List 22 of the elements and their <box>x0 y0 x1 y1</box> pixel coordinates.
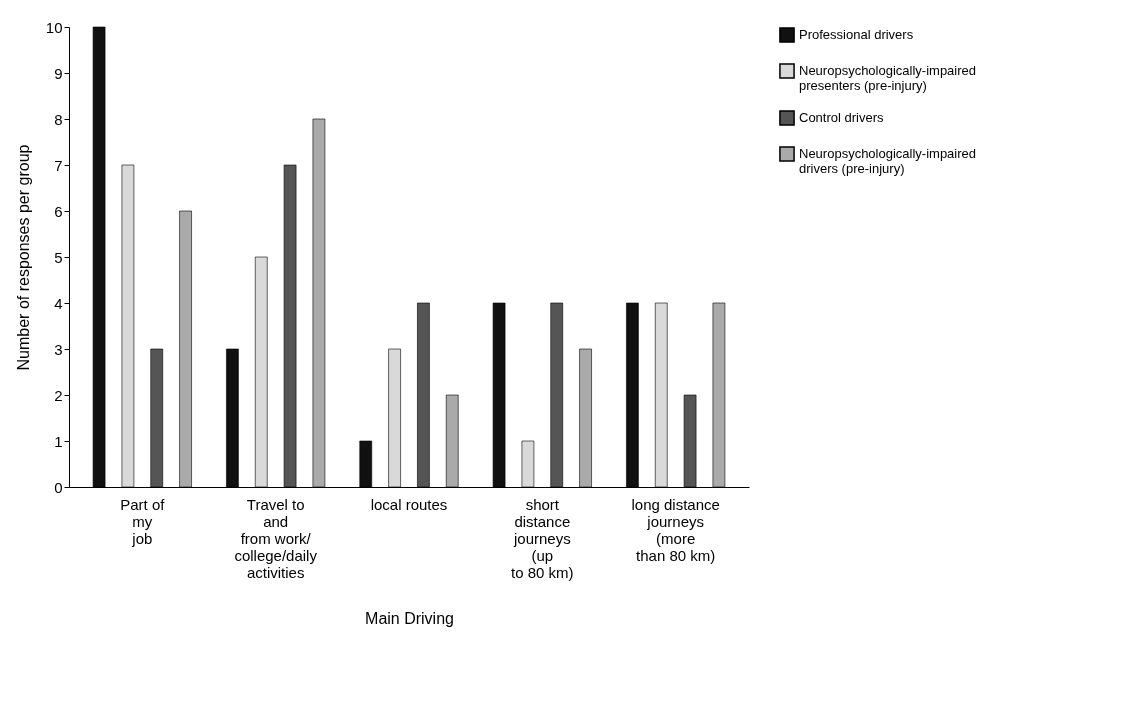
y-tick-label: 7 <box>54 156 63 174</box>
x-tick-label: long distance journeys (more than 80 km) <box>631 495 720 564</box>
y-tick-label: 10 <box>45 18 63 36</box>
legend-label: Neuropsychologically-impaired drivers (pre-injury) <box>799 146 977 176</box>
x-axis-title: Main Driving <box>365 609 454 627</box>
y-tick-label: 9 <box>54 64 63 82</box>
y-tick-label: 0 <box>54 478 63 496</box>
y-axis-title: Number of responses per group <box>14 144 32 371</box>
legend-label: Control drivers <box>799 110 885 125</box>
y-tick-label: 5 <box>54 248 63 266</box>
legend-label: Professional drivers <box>799 27 914 42</box>
legend-label: Neuropsychologically-impaired presenters (pre-injury) <box>799 63 977 93</box>
y-tick-label: 3 <box>54 340 63 358</box>
y-tick-label: 6 <box>54 202 63 220</box>
y-tick-label: 1 <box>54 432 63 450</box>
y-tick-label: 8 <box>54 110 63 128</box>
x-tick-label: local routes <box>370 495 448 513</box>
x-tick-label: short distance journeys (up to 80 km) <box>511 495 574 581</box>
x-tick-label: Part of my job <box>120 495 166 547</box>
y-tick-label: 4 <box>54 294 63 312</box>
x-tick-label: Travel to and from work/ college/daily activities <box>234 495 318 581</box>
y-tick-label: 2 <box>54 386 63 404</box>
